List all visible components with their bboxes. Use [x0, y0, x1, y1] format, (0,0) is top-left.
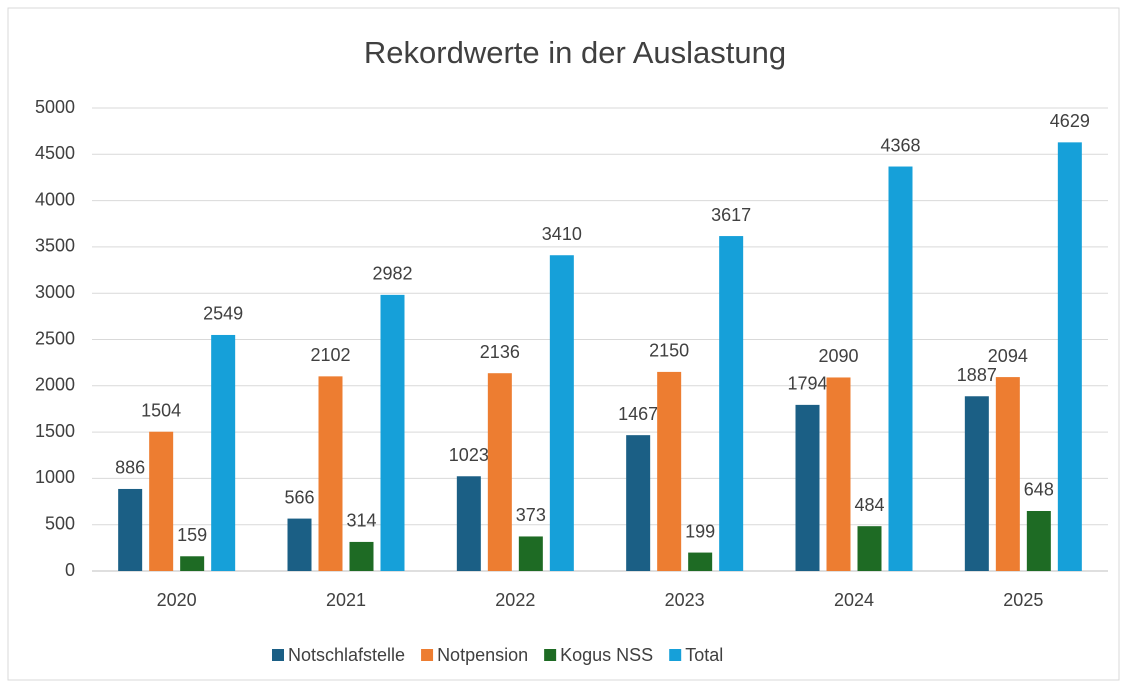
bar — [487, 373, 512, 571]
y-tick-label: 4500 — [35, 143, 75, 163]
y-tick-label: 500 — [45, 513, 75, 533]
bar — [518, 536, 543, 571]
bar — [287, 518, 312, 571]
data-label: 886 — [115, 458, 145, 478]
y-tick-label: 5000 — [35, 97, 75, 117]
data-label: 2090 — [818, 346, 858, 366]
bar — [211, 334, 236, 571]
data-label: 159 — [177, 525, 207, 545]
bar — [380, 294, 405, 571]
legend-swatch — [544, 649, 557, 661]
bar — [857, 526, 882, 571]
data-label: 2094 — [988, 346, 1028, 366]
y-tick-label: 3500 — [35, 236, 75, 256]
bar — [964, 396, 989, 571]
legend-label: Notpension — [437, 645, 528, 665]
bar — [795, 404, 820, 571]
data-label: 2549 — [203, 304, 243, 324]
bar — [995, 377, 1020, 571]
y-tick-label: 3000 — [35, 282, 75, 302]
data-label: 3410 — [542, 224, 582, 244]
data-label: 2102 — [310, 345, 350, 365]
data-label: 314 — [346, 511, 376, 531]
data-label: 4629 — [1050, 111, 1090, 131]
y-tick-label: 1000 — [35, 467, 75, 487]
data-label: 2136 — [480, 342, 520, 362]
legend-swatch — [669, 649, 682, 661]
bar — [626, 435, 651, 571]
data-label: 199 — [685, 521, 715, 541]
x-tick-label: 2025 — [1003, 590, 1043, 610]
bar — [1026, 510, 1051, 571]
legend-swatch — [272, 649, 284, 661]
y-tick-label: 0 — [65, 560, 75, 580]
x-tick-label: 2020 — [157, 590, 197, 610]
bar — [349, 541, 374, 571]
legend-label: Total — [685, 645, 723, 665]
legend-label: Kogus NSS — [560, 645, 653, 665]
bar — [657, 371, 682, 571]
data-label: 1023 — [449, 445, 489, 465]
data-label: 1887 — [957, 365, 997, 385]
x-tick-label: 2022 — [495, 590, 535, 610]
bar — [1057, 142, 1082, 571]
legend-label: Notschlafstelle — [288, 645, 405, 665]
bar — [826, 377, 851, 571]
bar — [149, 431, 174, 571]
data-label: 1467 — [618, 404, 658, 424]
y-tick-label: 1500 — [35, 421, 75, 441]
x-tick-label: 2023 — [665, 590, 705, 610]
data-label: 4368 — [880, 135, 920, 155]
bar — [118, 488, 143, 571]
x-tick-label: 2021 — [326, 590, 366, 610]
data-label: 1794 — [787, 374, 827, 394]
y-tick-label: 2000 — [35, 375, 75, 395]
bar — [318, 376, 343, 571]
bar — [456, 476, 481, 571]
data-label: 373 — [516, 505, 546, 525]
data-label: 3617 — [711, 205, 751, 225]
data-label: 1504 — [141, 400, 181, 420]
data-label: 484 — [854, 495, 884, 515]
bar — [549, 255, 574, 571]
data-label: 2982 — [372, 264, 412, 284]
bar — [180, 556, 205, 571]
y-tick-label: 4000 — [35, 189, 75, 209]
bar — [688, 552, 713, 571]
data-label: 566 — [284, 487, 314, 507]
bar — [719, 236, 744, 571]
legend-swatch — [421, 649, 434, 661]
y-tick-label: 2500 — [35, 328, 75, 348]
bar — [888, 166, 913, 571]
data-label: 2150 — [649, 341, 689, 361]
chart-title: Rekordwerte in der Auslastung — [364, 35, 786, 70]
data-label: 648 — [1024, 480, 1054, 500]
x-tick-label: 2024 — [834, 590, 874, 610]
